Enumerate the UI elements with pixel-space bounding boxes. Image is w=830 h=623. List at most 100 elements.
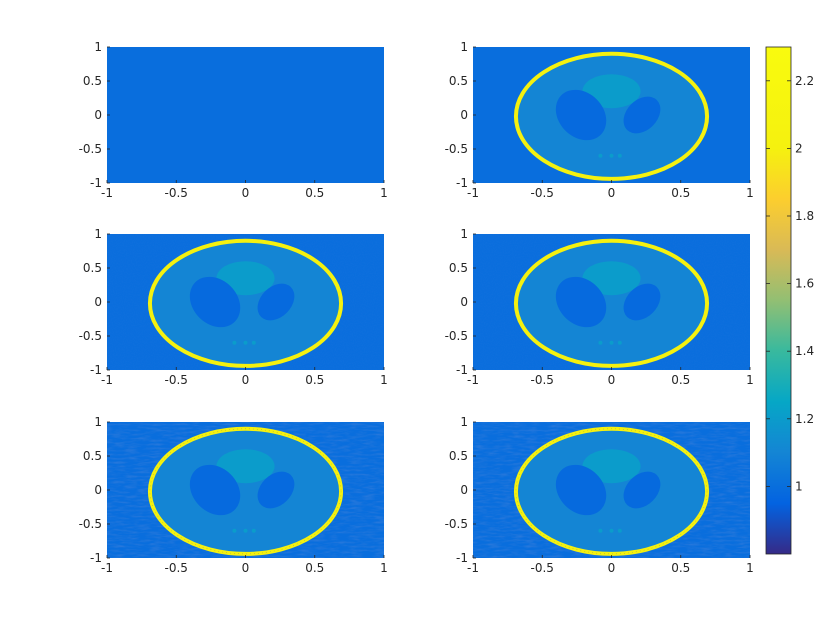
small-dot-1 — [232, 528, 237, 533]
colorbar: 2.2 2 1.8 1.6 1.4 1.2 1 — [765, 46, 814, 555]
y-tick-label: 0.5 — [83, 74, 102, 88]
colorbar-tick-label: 1 — [795, 479, 803, 493]
x-tick-label: 0 — [608, 561, 616, 575]
colorbar-frame — [765, 46, 792, 555]
y-tick-label: -0.5 — [445, 517, 468, 531]
x-tick-label: -1 — [101, 373, 113, 387]
outer-ellipse — [513, 51, 710, 181]
left-dark-ellipse — [555, 276, 607, 328]
y-tick-label: -1 — [456, 551, 468, 565]
artifact-rim — [515, 428, 708, 555]
y-tick-label: -0.5 — [79, 142, 102, 156]
small-dot-3 — [617, 153, 622, 158]
right-dark-ellipse — [257, 471, 295, 509]
y-tick-label: -1 — [90, 551, 102, 565]
artifact-rim — [149, 428, 342, 555]
panel-3: -1 -0.5 0 0.5 1 1 0.5 0 -0.5 -1 — [79, 227, 388, 387]
small-dot-1 — [598, 528, 603, 533]
y-tick-label: 1 — [94, 415, 102, 429]
left-dark-ellipse — [189, 276, 241, 328]
x-tick-label: -0.5 — [531, 373, 554, 387]
x-tick-label: 0.5 — [671, 186, 690, 200]
colorbar-tick-label: 1.2 — [795, 412, 814, 426]
x-tick-label: 0.5 — [305, 373, 324, 387]
x-tick-label: 0 — [608, 373, 616, 387]
y-tick-label: -1 — [456, 363, 468, 377]
y-tick-label: 0 — [460, 483, 468, 497]
x-tick-label: 0.5 — [671, 561, 690, 575]
y-tick-label: 0 — [94, 295, 102, 309]
y-tick-label: -0.5 — [445, 329, 468, 343]
x-tick-label: -1 — [101, 186, 113, 200]
colorbar-tick-label: 1.6 — [795, 277, 814, 291]
y-tick-label: 0.5 — [449, 449, 468, 463]
x-tick-label: -0.5 — [165, 561, 188, 575]
outer-ellipse — [147, 238, 344, 368]
x-tick-label: 0 — [242, 561, 250, 575]
y-tick-label: 1 — [94, 40, 102, 54]
small-dot-3 — [617, 340, 622, 345]
small-dot-2 — [609, 153, 614, 158]
small-dot-3 — [251, 340, 256, 345]
right-dark-ellipse — [623, 471, 661, 509]
right-dark-ellipse — [623, 283, 661, 321]
x-tick-label: 1 — [380, 186, 388, 200]
y-tick-label: -0.5 — [79, 517, 102, 531]
y-tick-label: -1 — [90, 363, 102, 377]
small-dot-1 — [598, 340, 603, 345]
outer-ellipse — [513, 426, 710, 556]
y-tick-label: 1 — [460, 40, 468, 54]
small-dot-3 — [617, 528, 622, 533]
x-tick-label: -1 — [467, 561, 479, 575]
small-dot-1 — [598, 153, 603, 158]
x-tick-label: 0 — [242, 186, 250, 200]
y-tick-label: 0.5 — [449, 261, 468, 275]
outer-ellipse — [513, 238, 710, 368]
x-tick-label: -0.5 — [531, 186, 554, 200]
x-tick-label: -1 — [467, 373, 479, 387]
y-tick-label: 0 — [460, 108, 468, 122]
x-tick-label: 1 — [746, 561, 754, 575]
panel-6: -1 -0.5 0 0.5 1 1 0.5 0 -0.5 -1 — [445, 415, 754, 575]
x-tick-label: -0.5 — [165, 186, 188, 200]
y-tick-label: 0.5 — [449, 74, 468, 88]
small-dot-2 — [609, 340, 614, 345]
colorbar-tick-label: 1.4 — [795, 344, 814, 358]
right-dark-ellipse — [257, 283, 295, 321]
x-tick-label: -1 — [467, 186, 479, 200]
x-tick-label: -1 — [101, 561, 113, 575]
y-tick-label: 0 — [94, 483, 102, 497]
y-tick-label: 0 — [460, 295, 468, 309]
colorbar-tick-label: 1.8 — [795, 209, 814, 223]
small-dot-3 — [251, 528, 256, 533]
x-tick-label: 0 — [242, 373, 250, 387]
left-dark-ellipse — [189, 464, 241, 516]
x-tick-label: -0.5 — [531, 561, 554, 575]
left-dark-ellipse — [555, 464, 607, 516]
x-tick-label: 1 — [380, 561, 388, 575]
y-tick-label: 1 — [94, 227, 102, 241]
y-tick-label: 1 — [460, 415, 468, 429]
x-tick-label: -0.5 — [165, 373, 188, 387]
panels-group: -1 -0.5 0 0.5 110.50-0.5-1-1 -0.5 0 0.5 110.50-0… — [79, 40, 754, 575]
panel-5: -1 -0.5 0 0.5 1 1 0.5 0 -0.5 -1 — [79, 415, 388, 575]
panel-1: -1 -0.5 0 0.5 1 1 0.5 0 -0.5 -1 — [79, 40, 388, 200]
x-tick-label: 1 — [746, 186, 754, 200]
small-dot-2 — [609, 528, 614, 533]
small-dot-2 — [243, 340, 248, 345]
x-tick-label: 0.5 — [305, 186, 324, 200]
panel-4: -1 -0.5 0 0.5 1 1 0.5 0 -0.5 -1 — [445, 227, 754, 387]
outer-ellipse — [147, 426, 344, 556]
y-tick-label: -1 — [456, 176, 468, 190]
y-tick-label: -0.5 — [79, 329, 102, 343]
panel-2: -1 -0.5 0 0.5 1 1 0.5 0 -0.5 -1 — [445, 40, 754, 200]
x-tick-label: 1 — [380, 373, 388, 387]
colorbar-tick-label: 2.2 — [795, 74, 814, 88]
y-tick-label: 1 — [460, 227, 468, 241]
y-tick-label: -0.5 — [445, 142, 468, 156]
y-tick-label: 0 — [94, 108, 102, 122]
x-tick-label: 0.5 — [305, 561, 324, 575]
colorbar-gradient — [766, 47, 791, 554]
colorbar-tick-label: 2 — [795, 141, 803, 155]
